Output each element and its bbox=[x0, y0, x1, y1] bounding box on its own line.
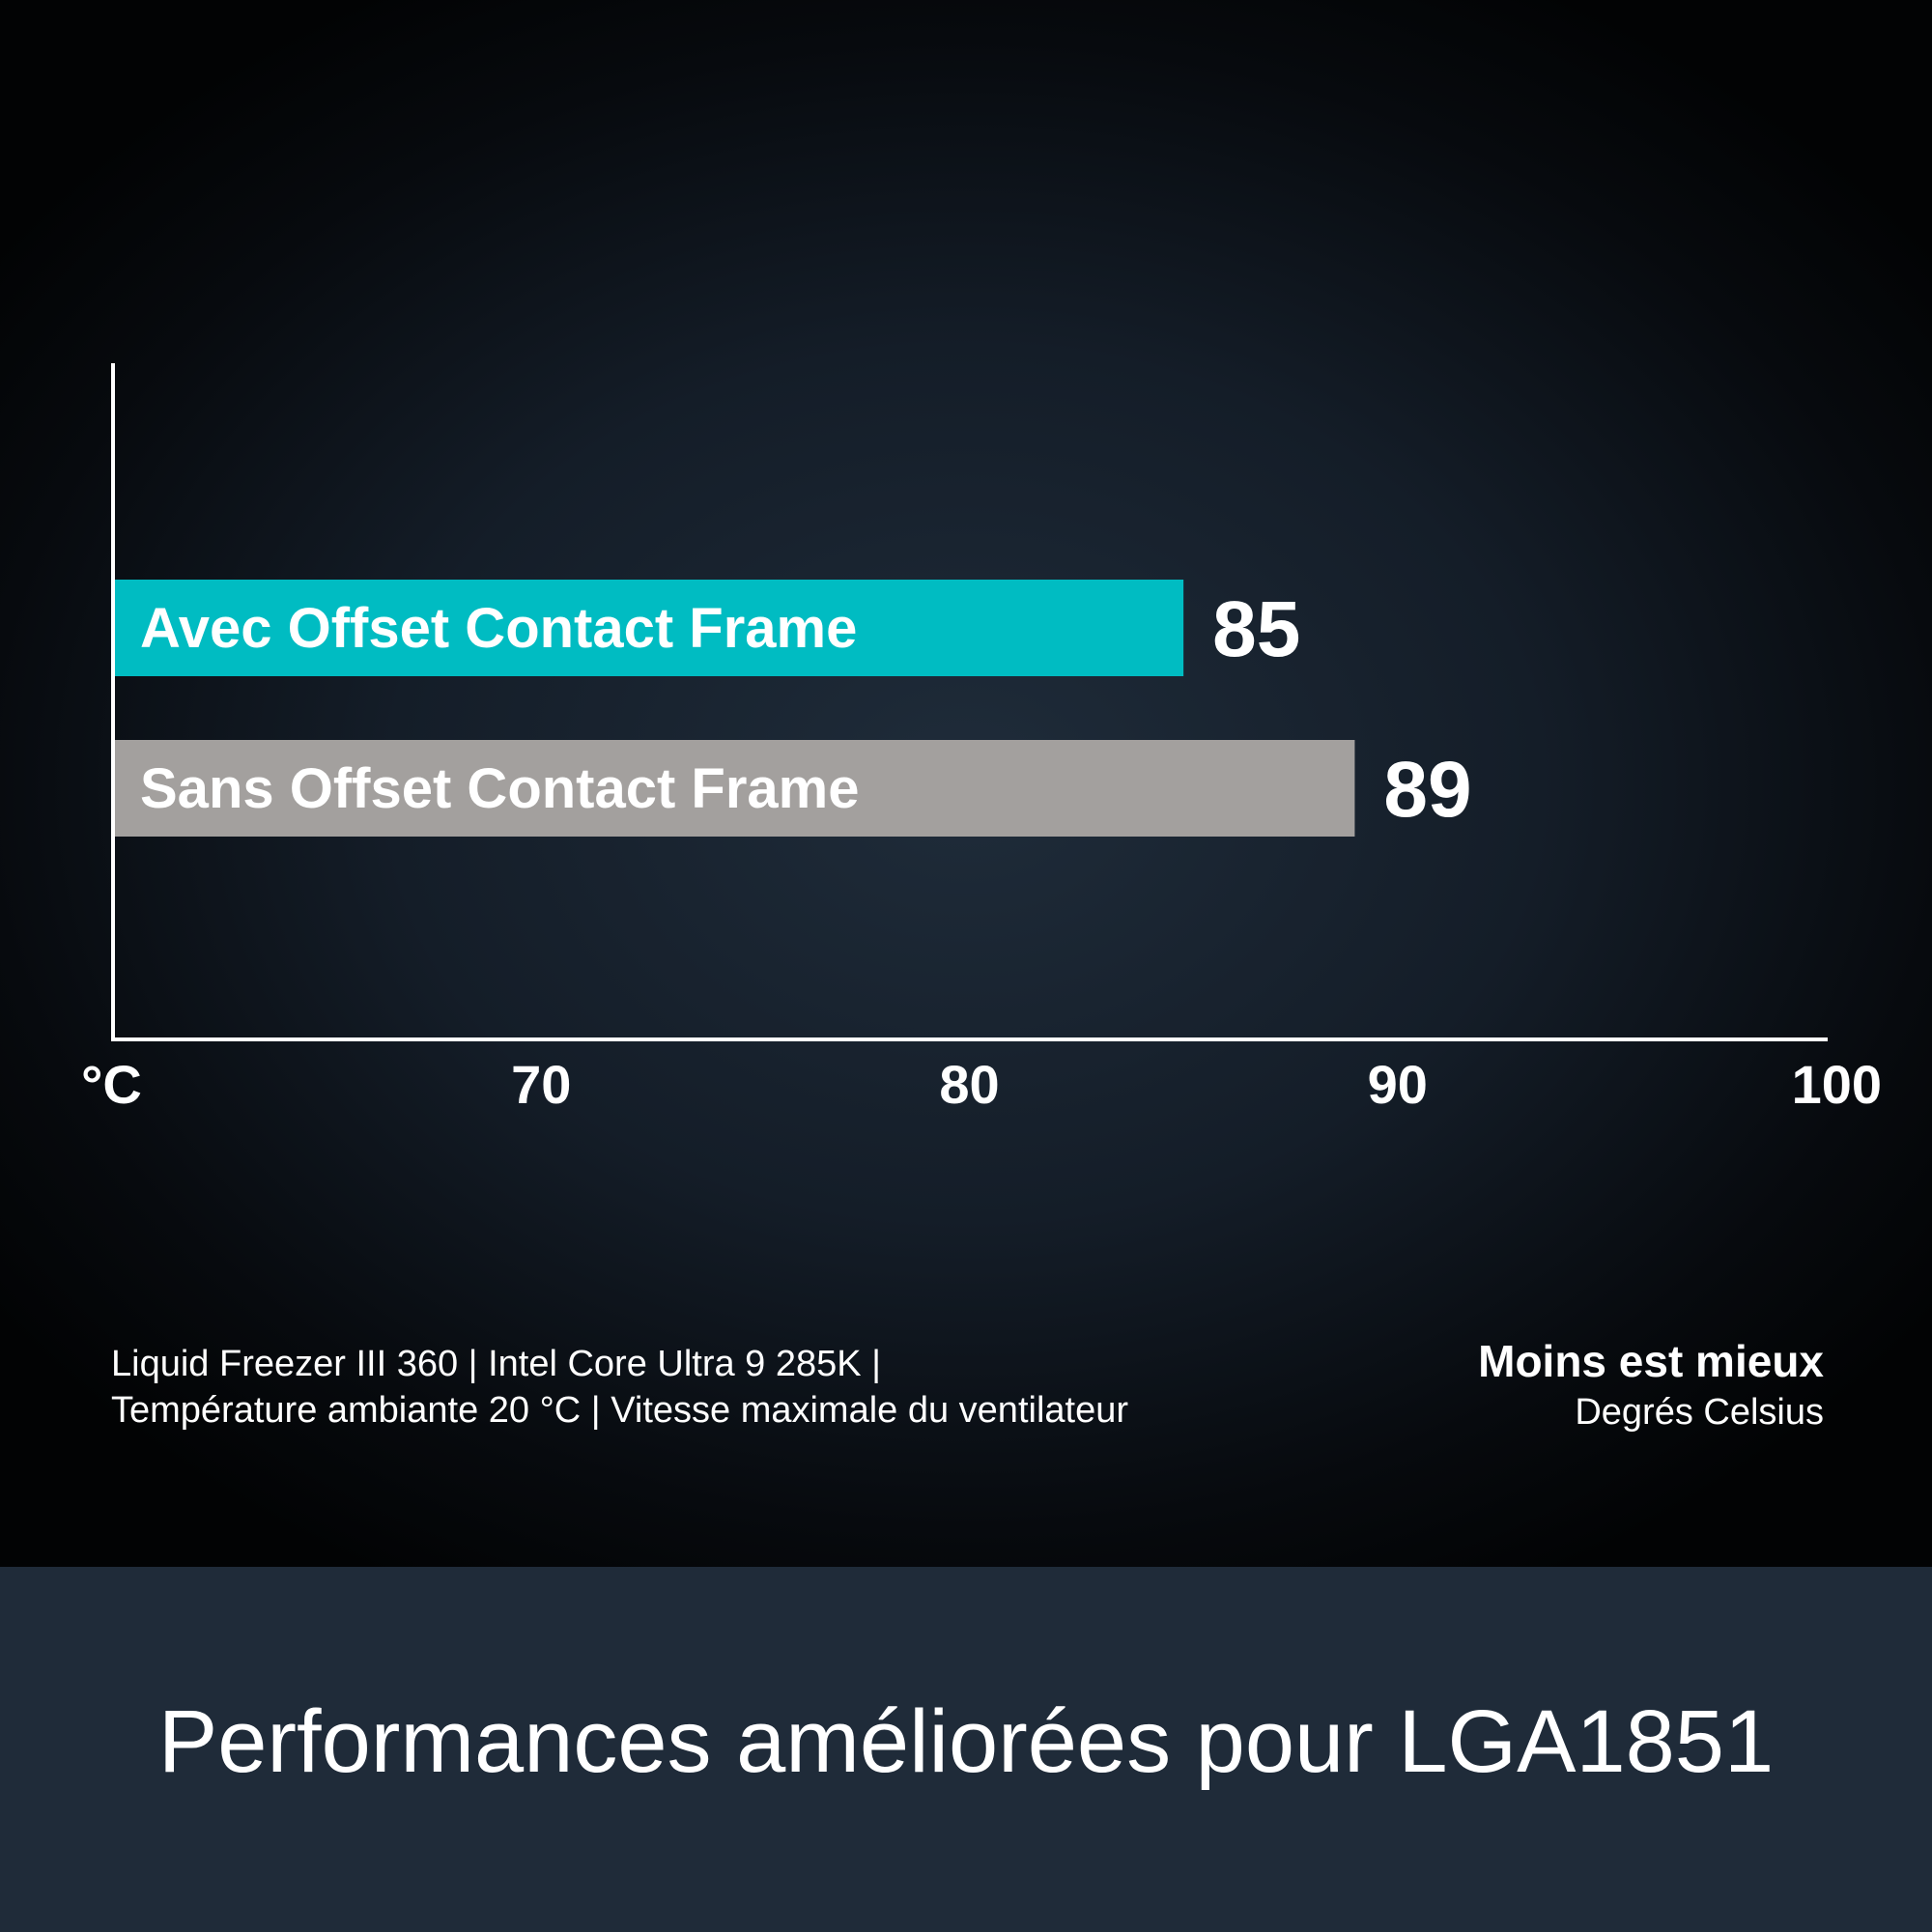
bar-1 bbox=[115, 580, 1184, 676]
chart-area: Avec Offset Contact Frame 85 Sans Offset C… bbox=[0, 0, 1932, 1567]
bar-2 bbox=[115, 740, 1355, 837]
x-tick-label-4: 90 bbox=[1368, 1054, 1428, 1115]
test-conditions-line-1: Liquid Freezer III 360 | Intel Core Ultr… bbox=[111, 1344, 882, 1384]
value-label-2: 89 bbox=[1383, 746, 1471, 834]
x-tick-label-5: 100 bbox=[1792, 1054, 1882, 1115]
lower-is-better-label: Moins est mieux bbox=[1478, 1336, 1824, 1386]
reading-hint: Moins est mieux Degrés Celsius bbox=[1478, 1333, 1824, 1435]
x-tick-label-3: 80 bbox=[939, 1054, 999, 1115]
value-label-1: 85 bbox=[1212, 585, 1300, 673]
bar-label-1: Avec Offset Contact Frame bbox=[140, 597, 857, 660]
unit-label: Degrés Celsius bbox=[1575, 1392, 1824, 1433]
banner-title: Performances améliorées pour LGA1851 bbox=[157, 1692, 1775, 1791]
x-tick-labels: °C 70 80 90 100 bbox=[81, 1054, 1882, 1115]
bottom-banner: Performances améliorées pour LGA1851 bbox=[0, 1567, 1932, 1932]
bar-chart: Avec Offset Contact Frame 85 Sans Offset C… bbox=[81, 580, 1882, 1115]
test-conditions-line-2: Température ambiante 20 °C | Vitesse max… bbox=[111, 1390, 1128, 1431]
bar-label-2: Sans Offset Contact Frame bbox=[140, 757, 860, 820]
bars-layer: Avec Offset Contact Frame 85 Sans Offset C… bbox=[115, 580, 1472, 837]
test-conditions-note: Liquid Freezer III 360 | Intel Core Ultr… bbox=[111, 1341, 1270, 1434]
x-tick-label-2: 70 bbox=[511, 1054, 571, 1115]
x-tick-label-1: °C bbox=[81, 1054, 142, 1115]
